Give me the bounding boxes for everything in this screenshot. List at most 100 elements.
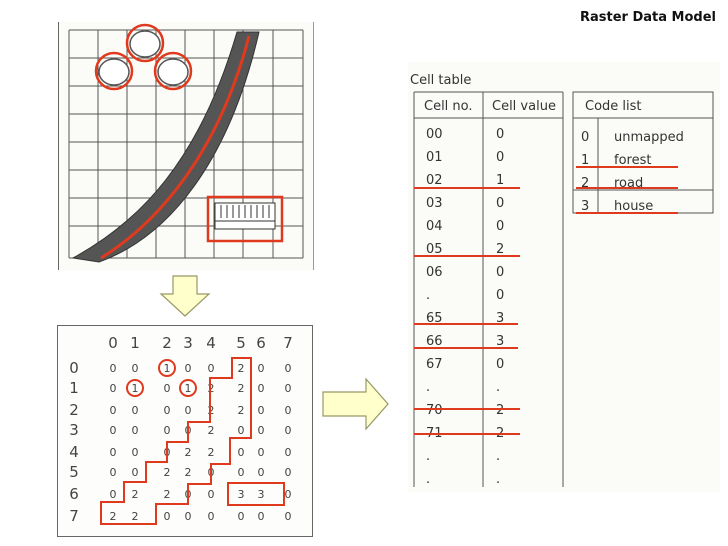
- cell-table-caption: Cell table: [410, 73, 471, 88]
- cell-value: 3: [496, 311, 504, 326]
- grid-cell-value: 0: [132, 466, 139, 479]
- grid-cell-value: 0: [110, 382, 117, 395]
- grid-cell-value: 0: [185, 362, 192, 375]
- cell-no: 70: [426, 403, 443, 418]
- grid-cell-value: 0: [185, 510, 192, 523]
- grid-cell-value: 2: [208, 446, 215, 459]
- grid-cell-value: 0: [110, 446, 117, 459]
- grid-cell-value: 2: [164, 488, 171, 501]
- grid-row-header: 2: [69, 401, 79, 419]
- grid-cell-value: 2: [164, 466, 171, 479]
- grid-row-header: 5: [69, 463, 79, 481]
- tree-icon: [98, 30, 189, 86]
- cell-value: .: [496, 472, 500, 487]
- grid-cell-value: 0: [258, 382, 265, 395]
- cell-no: 01: [426, 150, 443, 165]
- grid-cell-value: 0: [285, 446, 292, 459]
- code-value: 1: [581, 153, 589, 168]
- grid-cell-value: 0: [164, 404, 171, 417]
- grid-row-header: 0: [69, 359, 79, 377]
- forest-highlight-circles: [94, 23, 193, 91]
- code-value: 0: [581, 130, 589, 145]
- grid-highlights: [100, 357, 285, 525]
- grid-cell-value: 0: [285, 382, 292, 395]
- grid-cell-value: 0: [285, 424, 292, 437]
- cell-no: .: [426, 288, 430, 303]
- forest-cell-circle: [158, 359, 176, 377]
- grid-col-header: 0: [108, 334, 118, 352]
- cell-value: 2: [496, 403, 504, 418]
- grid-cell-value: 0: [238, 466, 245, 479]
- grid-cell-value: 3: [238, 488, 245, 501]
- grid-row-header: 7: [69, 507, 79, 525]
- grid-row-header: 4: [69, 443, 79, 461]
- grid-cell-value: 0: [258, 446, 265, 459]
- cell-value: .: [496, 449, 500, 464]
- house-highlight-box: [206, 195, 284, 243]
- grid-cell-value: 3: [258, 488, 265, 501]
- grid-cell-value: 0: [132, 424, 139, 437]
- grid-cell-value: 1: [185, 382, 192, 395]
- grid-cell-value: 0: [132, 446, 139, 459]
- grid-cell-value: 1: [164, 362, 171, 375]
- cell-value-header: Cell value: [492, 99, 556, 114]
- grid-cell-value: 0: [285, 404, 292, 417]
- grid-cell-value: 0: [185, 404, 192, 417]
- right-arrow-icon: [320, 376, 392, 432]
- grid-cell-value: 0: [164, 510, 171, 523]
- grid-cell-value: 0: [258, 424, 265, 437]
- grid-cell-value: 0: [110, 466, 117, 479]
- grid-cell-value: 0: [110, 404, 117, 417]
- grid-cell-value: 0: [258, 510, 265, 523]
- grid-cell-value: 0: [285, 466, 292, 479]
- code-label: forest: [614, 153, 651, 168]
- grid-row-header: 6: [69, 485, 79, 503]
- cell-no: 65: [426, 311, 443, 326]
- raster-scene-illustration: [58, 22, 314, 270]
- forest-cell-circle: [126, 379, 144, 397]
- slide-title: Raster Data Model: [579, 10, 716, 25]
- cell-no: .: [426, 380, 430, 395]
- forest-cell-circle: [179, 379, 197, 397]
- grid-cell-value: 2: [238, 382, 245, 395]
- cell-value: 0: [496, 127, 504, 142]
- grid-cell-value: 0: [285, 488, 292, 501]
- cell-no-header: Cell no.: [424, 99, 473, 114]
- cell-no: .: [426, 472, 430, 487]
- code-value: 3: [581, 199, 589, 214]
- cell-no: 02: [426, 173, 443, 188]
- down-arrow-icon: [155, 274, 215, 318]
- grid-cell-value: 0: [238, 510, 245, 523]
- grid-cell-value: 2: [132, 488, 139, 501]
- grid-cell-value: 1: [132, 382, 139, 395]
- grid-cell-value: 2: [132, 510, 139, 523]
- grid-cell-value: 2: [185, 466, 192, 479]
- grid-col-header: 4: [206, 334, 216, 352]
- grid-cell-value: 2: [185, 446, 192, 459]
- grid-cell-value: 0: [164, 424, 171, 437]
- table-highlight-lines: [414, 166, 678, 435]
- grid-cell-value: 0: [208, 488, 215, 501]
- cell-no: 67: [426, 357, 443, 372]
- cell-no: 66: [426, 334, 443, 349]
- grid-cell-value: 0: [258, 466, 265, 479]
- grid-col-header: 5: [236, 334, 246, 352]
- cell-table-and-code-list: Cell table Cell no. Cell value 00 0 01 0 02 1…: [408, 62, 720, 492]
- cell-value: 2: [496, 242, 504, 257]
- cell-value: 3: [496, 334, 504, 349]
- grid-row-header: 3: [69, 421, 79, 439]
- grid-col-header: 6: [256, 334, 266, 352]
- cell-value: 0: [496, 288, 504, 303]
- grid-cell-value: 0: [285, 510, 292, 523]
- grid-cell-value: 0: [132, 404, 139, 417]
- grid-col-header: 7: [283, 334, 293, 352]
- grid-cell-value: 0: [110, 488, 117, 501]
- grid-cell-value: 0: [110, 362, 117, 375]
- grid-cell-value: 0: [208, 510, 215, 523]
- road-band: [71, 31, 260, 263]
- code-label: unmapped: [614, 130, 684, 145]
- cell-no: 05: [426, 242, 443, 257]
- cell-no: .: [426, 449, 430, 464]
- grid-col-header: 1: [130, 334, 140, 352]
